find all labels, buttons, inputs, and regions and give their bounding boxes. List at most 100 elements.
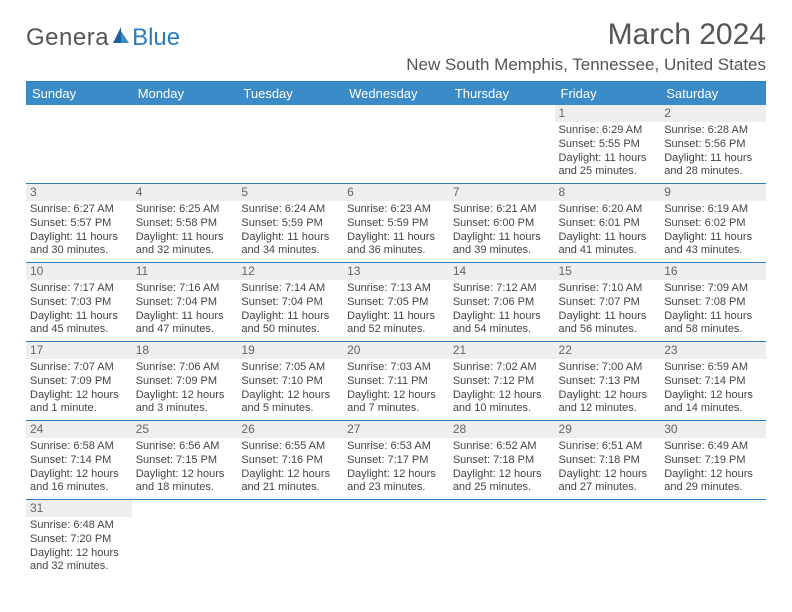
sunset-text: Sunset: 7:09 PM bbox=[30, 375, 128, 389]
daylight1-text: Daylight: 11 hours bbox=[664, 152, 762, 166]
daylight2-text: and 52 minutes. bbox=[347, 323, 445, 337]
sunrise-text: Sunrise: 7:02 AM bbox=[453, 361, 551, 375]
calendar-day-cell: 1Sunrise: 6:29 AMSunset: 5:55 PMDaylight… bbox=[555, 105, 661, 184]
day-number bbox=[237, 105, 343, 107]
weekday-header-row: Sunday Monday Tuesday Wednesday Thursday… bbox=[26, 82, 766, 105]
page-header: Genera Blue March 2024 New South Memphis… bbox=[26, 18, 766, 75]
sunset-text: Sunset: 6:02 PM bbox=[664, 217, 762, 231]
daylight1-text: Daylight: 12 hours bbox=[241, 389, 339, 403]
daylight1-text: Daylight: 12 hours bbox=[136, 468, 234, 482]
calendar-day-cell: 2Sunrise: 6:28 AMSunset: 5:56 PMDaylight… bbox=[660, 105, 766, 184]
calendar-day-cell bbox=[26, 105, 132, 184]
day-number: 15 bbox=[555, 263, 661, 280]
day-number bbox=[132, 105, 238, 107]
calendar-day-cell: 16Sunrise: 7:09 AMSunset: 7:08 PMDayligh… bbox=[660, 263, 766, 342]
daylight2-text: and 39 minutes. bbox=[453, 244, 551, 258]
day-number: 1 bbox=[555, 105, 661, 122]
daylight1-text: Daylight: 12 hours bbox=[136, 389, 234, 403]
daylight2-text: and 1 minute. bbox=[30, 402, 128, 416]
day-number: 18 bbox=[132, 342, 238, 359]
sunset-text: Sunset: 7:15 PM bbox=[136, 454, 234, 468]
daylight2-text: and 41 minutes. bbox=[559, 244, 657, 258]
day-number: 9 bbox=[660, 184, 766, 201]
daylight2-text: and 16 minutes. bbox=[30, 481, 128, 495]
weekday-header: Saturday bbox=[660, 82, 766, 105]
location-subtitle: New South Memphis, Tennessee, United Sta… bbox=[406, 55, 766, 75]
daylight2-text: and 32 minutes. bbox=[136, 244, 234, 258]
weekday-header: Monday bbox=[132, 82, 238, 105]
daylight2-text: and 5 minutes. bbox=[241, 402, 339, 416]
day-number: 29 bbox=[555, 421, 661, 438]
day-number bbox=[449, 500, 555, 502]
sunrise-text: Sunrise: 7:10 AM bbox=[559, 282, 657, 296]
sunrise-text: Sunrise: 6:49 AM bbox=[664, 440, 762, 454]
daylight2-text: and 45 minutes. bbox=[30, 323, 128, 337]
day-number: 22 bbox=[555, 342, 661, 359]
daylight1-text: Daylight: 11 hours bbox=[30, 310, 128, 324]
calendar-day-cell: 17Sunrise: 7:07 AMSunset: 7:09 PMDayligh… bbox=[26, 342, 132, 421]
sunrise-text: Sunrise: 6:52 AM bbox=[453, 440, 551, 454]
daylight2-text: and 34 minutes. bbox=[241, 244, 339, 258]
daylight1-text: Daylight: 11 hours bbox=[664, 231, 762, 245]
daylight1-text: Daylight: 12 hours bbox=[30, 547, 128, 561]
calendar-week-row: 31Sunrise: 6:48 AMSunset: 7:20 PMDayligh… bbox=[26, 500, 766, 579]
calendar-day-cell bbox=[237, 500, 343, 579]
day-number: 5 bbox=[237, 184, 343, 201]
daylight2-text: and 23 minutes. bbox=[347, 481, 445, 495]
daylight2-text: and 50 minutes. bbox=[241, 323, 339, 337]
calendar-day-cell: 23Sunrise: 6:59 AMSunset: 7:14 PMDayligh… bbox=[660, 342, 766, 421]
daylight2-text: and 21 minutes. bbox=[241, 481, 339, 495]
calendar-day-cell: 12Sunrise: 7:14 AMSunset: 7:04 PMDayligh… bbox=[237, 263, 343, 342]
sunrise-text: Sunrise: 7:17 AM bbox=[30, 282, 128, 296]
day-number: 24 bbox=[26, 421, 132, 438]
sunset-text: Sunset: 5:56 PM bbox=[664, 138, 762, 152]
sunrise-text: Sunrise: 6:23 AM bbox=[347, 203, 445, 217]
day-number bbox=[449, 105, 555, 107]
sunset-text: Sunset: 7:10 PM bbox=[241, 375, 339, 389]
calendar-body: 1Sunrise: 6:29 AMSunset: 5:55 PMDaylight… bbox=[26, 105, 766, 578]
daylight1-text: Daylight: 12 hours bbox=[664, 389, 762, 403]
weekday-header: Thursday bbox=[449, 82, 555, 105]
calendar-week-row: 3Sunrise: 6:27 AMSunset: 5:57 PMDaylight… bbox=[26, 184, 766, 263]
brand-text-2: Blue bbox=[132, 24, 180, 52]
sunset-text: Sunset: 7:14 PM bbox=[30, 454, 128, 468]
calendar-day-cell: 10Sunrise: 7:17 AMSunset: 7:03 PMDayligh… bbox=[26, 263, 132, 342]
sunrise-text: Sunrise: 7:13 AM bbox=[347, 282, 445, 296]
calendar-day-cell: 25Sunrise: 6:56 AMSunset: 7:15 PMDayligh… bbox=[132, 421, 238, 500]
daylight1-text: Daylight: 11 hours bbox=[559, 152, 657, 166]
calendar-day-cell: 19Sunrise: 7:05 AMSunset: 7:10 PMDayligh… bbox=[237, 342, 343, 421]
calendar-day-cell: 24Sunrise: 6:58 AMSunset: 7:14 PMDayligh… bbox=[26, 421, 132, 500]
daylight2-text: and 56 minutes. bbox=[559, 323, 657, 337]
weekday-header: Tuesday bbox=[237, 82, 343, 105]
day-number: 14 bbox=[449, 263, 555, 280]
calendar-day-cell bbox=[343, 105, 449, 184]
day-number: 27 bbox=[343, 421, 449, 438]
day-number bbox=[343, 105, 449, 107]
day-number: 16 bbox=[660, 263, 766, 280]
sunset-text: Sunset: 7:18 PM bbox=[559, 454, 657, 468]
daylight2-text: and 18 minutes. bbox=[136, 481, 234, 495]
sunset-text: Sunset: 7:03 PM bbox=[30, 296, 128, 310]
daylight1-text: Daylight: 12 hours bbox=[453, 389, 551, 403]
daylight2-text: and 58 minutes. bbox=[664, 323, 762, 337]
sunset-text: Sunset: 7:05 PM bbox=[347, 296, 445, 310]
sunrise-text: Sunrise: 6:53 AM bbox=[347, 440, 445, 454]
sunrise-text: Sunrise: 6:48 AM bbox=[30, 519, 128, 533]
sunset-text: Sunset: 5:57 PM bbox=[30, 217, 128, 231]
sunrise-text: Sunrise: 6:28 AM bbox=[664, 124, 762, 138]
day-number: 8 bbox=[555, 184, 661, 201]
day-number: 31 bbox=[26, 500, 132, 517]
daylight2-text: and 29 minutes. bbox=[664, 481, 762, 495]
calendar-day-cell bbox=[449, 500, 555, 579]
sunset-text: Sunset: 7:08 PM bbox=[664, 296, 762, 310]
daylight2-text: and 25 minutes. bbox=[453, 481, 551, 495]
calendar-day-cell: 7Sunrise: 6:21 AMSunset: 6:00 PMDaylight… bbox=[449, 184, 555, 263]
daylight2-text: and 32 minutes. bbox=[30, 560, 128, 574]
day-number: 12 bbox=[237, 263, 343, 280]
calendar-day-cell: 21Sunrise: 7:02 AMSunset: 7:12 PMDayligh… bbox=[449, 342, 555, 421]
sunrise-text: Sunrise: 7:00 AM bbox=[559, 361, 657, 375]
calendar-day-cell: 31Sunrise: 6:48 AMSunset: 7:20 PMDayligh… bbox=[26, 500, 132, 579]
calendar-day-cell bbox=[132, 105, 238, 184]
month-title: March 2024 bbox=[406, 18, 766, 52]
daylight2-text: and 30 minutes. bbox=[30, 244, 128, 258]
